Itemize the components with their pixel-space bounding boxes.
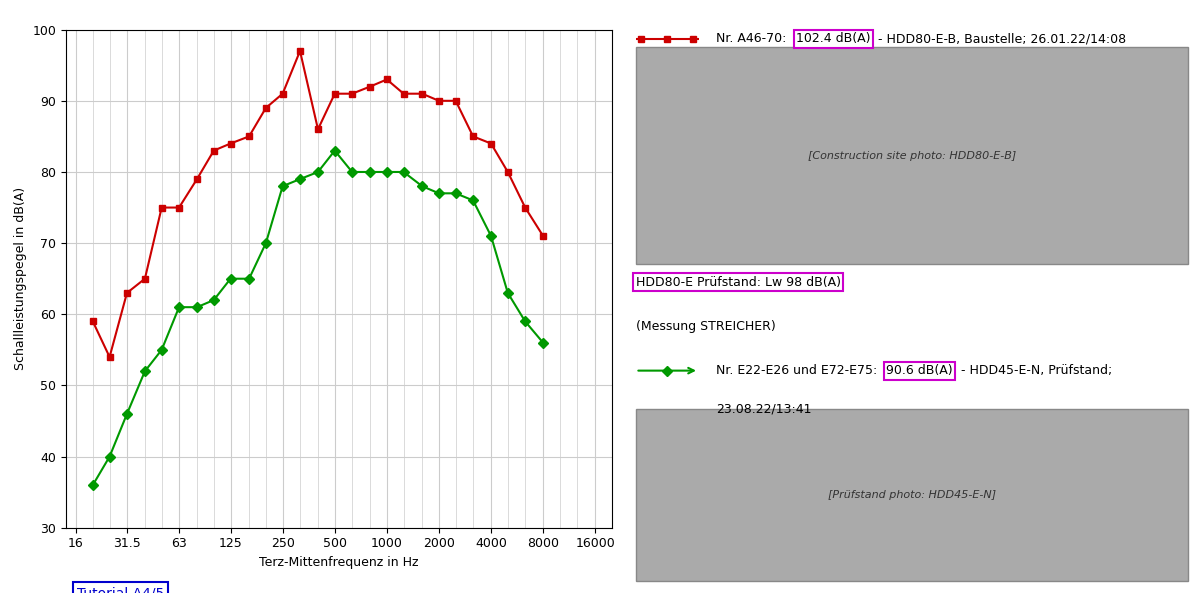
Text: [Construction site photo: HDD80-E-B]: [Construction site photo: HDD80-E-B] [808, 151, 1016, 161]
Bar [636, 409, 1188, 581]
Text: [Prüfstand photo: HDD45-E-N]: [Prüfstand photo: HDD45-E-N] [828, 490, 996, 500]
Text: HDD80-E Prüfstand: Lw 98 dB(A): HDD80-E Prüfstand: Lw 98 dB(A) [636, 276, 840, 289]
Text: 23.08.22/13:41: 23.08.22/13:41 [716, 403, 811, 416]
Text: - HDD45-E-N, Prüfstand;: - HDD45-E-N, Prüfstand; [961, 364, 1112, 377]
Text: Nr. E22-E26 und E72-E75:: Nr. E22-E26 und E72-E75: [716, 364, 882, 377]
Text: (Messung STREICHER): (Messung STREICHER) [636, 320, 775, 333]
Text: 102.4 dB(A): 102.4 dB(A) [797, 32, 871, 45]
Y-axis label: Schallleistungspegel in dB(A): Schallleistungspegel in dB(A) [14, 187, 26, 370]
Text: - HDD80-E-B, Baustelle; 26.01.22/14:08: - HDD80-E-B, Baustelle; 26.01.22/14:08 [878, 32, 1126, 45]
X-axis label: Terz-Mittenfrequenz in Hz: Terz-Mittenfrequenz in Hz [259, 556, 419, 569]
Text: Nr. A46-70:: Nr. A46-70: [716, 32, 791, 45]
Text: Tutorial A4/5: Tutorial A4/5 [77, 586, 164, 593]
Bar [636, 47, 1188, 264]
Text: 90.6 dB(A): 90.6 dB(A) [886, 364, 953, 377]
